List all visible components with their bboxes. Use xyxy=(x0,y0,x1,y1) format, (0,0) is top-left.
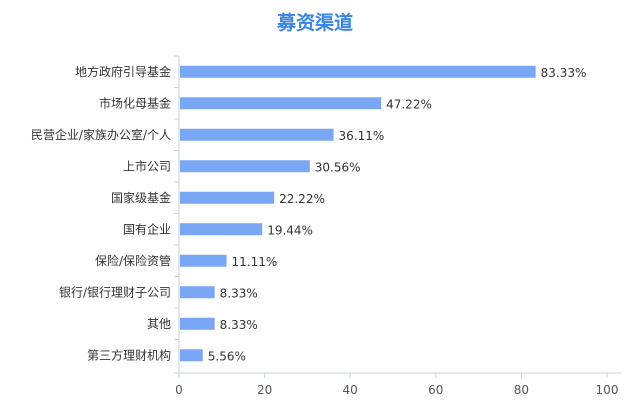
bar[interactable] xyxy=(180,286,215,299)
category-label: 银行/银行理财子公司 xyxy=(59,285,171,299)
category-label: 民营企业/家族办公室/个人 xyxy=(31,127,171,142)
bar-value-label: 47.22% xyxy=(386,97,432,111)
bar[interactable] xyxy=(180,349,203,362)
bar-value-label: 5.56% xyxy=(208,349,246,363)
x-tick-label: 20 xyxy=(257,383,272,397)
bar-value-label: 22.22% xyxy=(279,192,325,206)
category-label: 国有企业 xyxy=(123,221,171,236)
x-tick-label: 80 xyxy=(514,383,529,397)
category-label: 国家级基金 xyxy=(111,190,171,205)
bar-value-label: 19.44% xyxy=(267,223,313,237)
category-label: 市场化母基金 xyxy=(99,95,171,110)
x-tick-label: 0 xyxy=(175,383,183,397)
category-label: 其他 xyxy=(147,317,171,331)
category-label: 第三方理财机构 xyxy=(87,347,171,362)
bar[interactable] xyxy=(180,191,275,204)
bar[interactable] xyxy=(180,223,263,236)
bar-value-label: 36.11% xyxy=(339,129,385,143)
chart-title: 募资渠道 xyxy=(276,12,353,34)
category-label: 上市公司 xyxy=(123,158,171,173)
category-label: 地方政府引导基金 xyxy=(75,64,171,79)
bar-value-label: 83.33% xyxy=(541,66,587,80)
bar[interactable] xyxy=(180,97,382,110)
bar-value-label: 30.56% xyxy=(315,160,361,174)
bar-value-label: 11.11% xyxy=(232,255,278,269)
category-label: 保险/保险资管 xyxy=(95,253,171,268)
bar-value-label: 8.33% xyxy=(220,286,258,300)
bar[interactable] xyxy=(180,317,215,330)
bar[interactable] xyxy=(180,65,536,78)
bar[interactable] xyxy=(180,254,227,267)
x-tick-label: 100 xyxy=(596,383,619,397)
x-tick-label: 40 xyxy=(343,383,358,397)
bar[interactable] xyxy=(180,128,334,141)
x-tick-label: 60 xyxy=(428,383,443,397)
bar-value-label: 8.33% xyxy=(220,318,258,332)
bar[interactable] xyxy=(180,160,310,173)
